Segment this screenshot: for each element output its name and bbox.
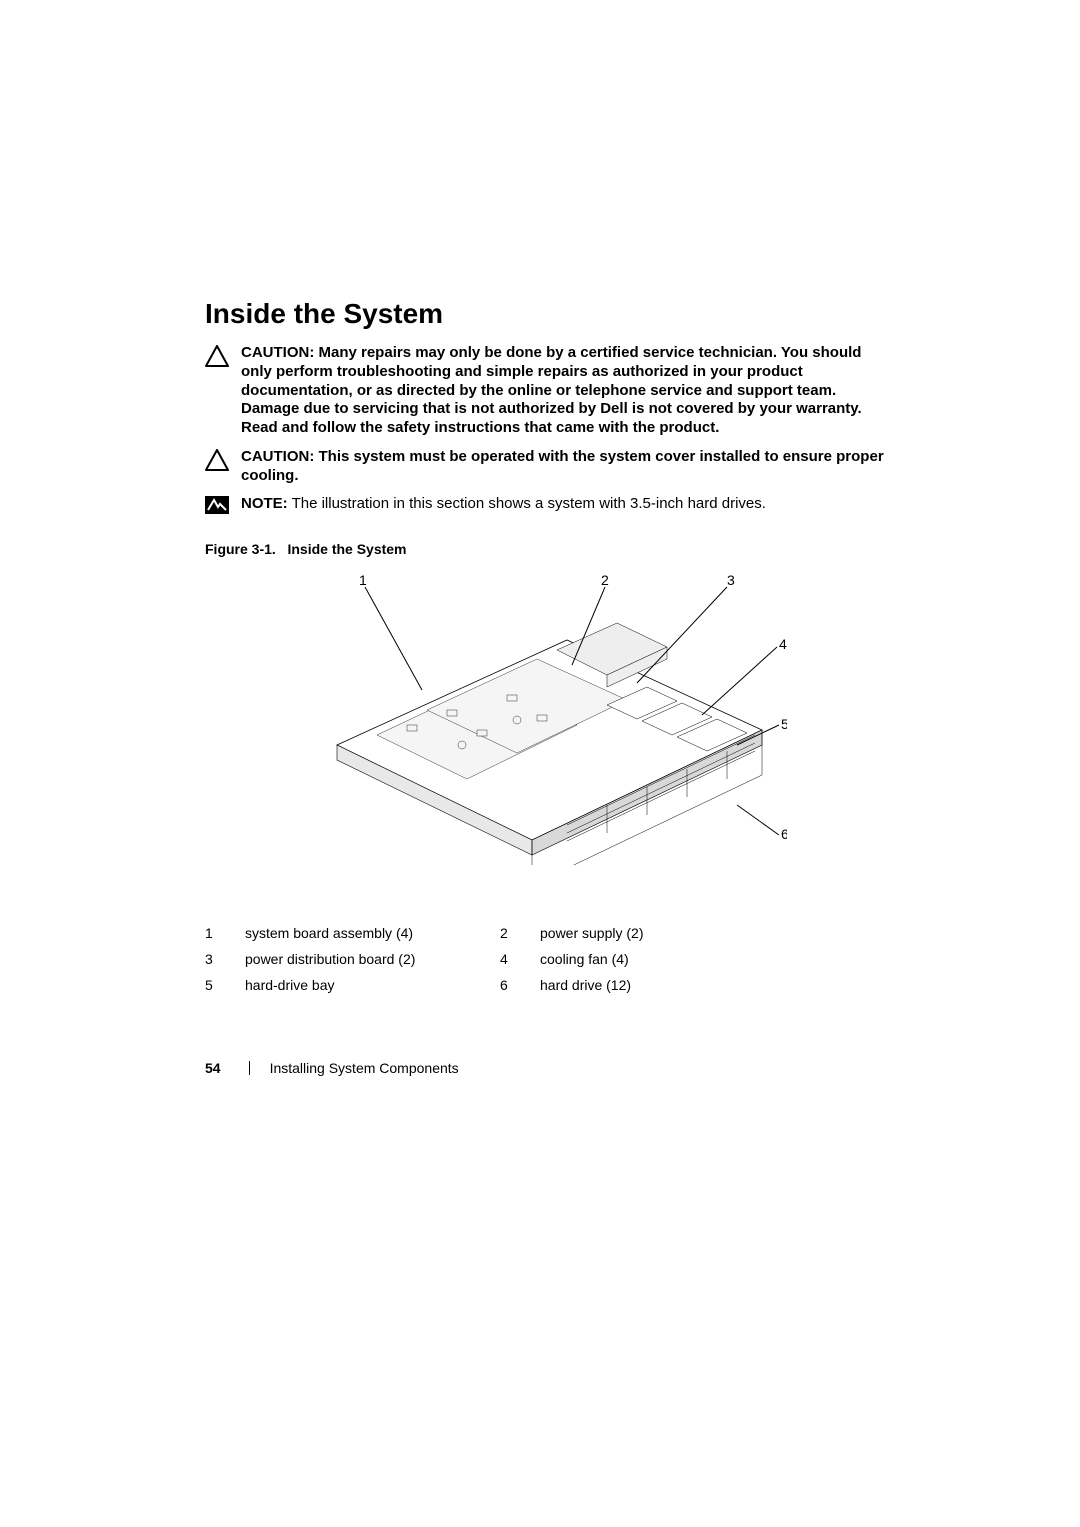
caution-text-1: CAUTION: Many repairs may only be done b… <box>241 344 889 438</box>
caution-lead: CAUTION: <box>241 344 314 361</box>
caution-body: Many repairs may only be done by a certi… <box>241 344 862 436</box>
footer-section-title: Installing System Components <box>270 1060 459 1076</box>
legend-text: hard drive (12) <box>540 973 889 999</box>
legend-row: 5 hard-drive bay 6 hard drive (12) <box>205 973 889 999</box>
figure-caption-title: Inside the System <box>287 541 406 557</box>
figure-caption-label: Figure 3-1. <box>205 541 276 557</box>
caution-lead: CAUTION: <box>241 448 314 465</box>
legend-num: 5 <box>205 973 245 999</box>
caution-body: This system must be operated with the sy… <box>241 448 884 484</box>
legend-num: 2 <box>500 921 540 947</box>
callout-5: 5 <box>781 716 787 732</box>
caution-block-2: CAUTION: This system must be operated wi… <box>205 448 889 486</box>
caution-text-2: CAUTION: This system must be operated wi… <box>241 448 889 486</box>
figure-image: 1 2 3 4 5 6 <box>205 575 889 865</box>
section-heading: Inside the System <box>205 298 889 330</box>
callout-4: 4 <box>779 636 787 652</box>
figure-legend: 1 system board assembly (4) 2 power supp… <box>205 921 889 999</box>
note-block: NOTE: The illustration in this section s… <box>205 495 889 519</box>
note-lead: NOTE: <box>241 495 288 512</box>
callout-2: 2 <box>601 575 609 588</box>
page-footer: 54 Installing System Components <box>205 1060 459 1076</box>
legend-num: 6 <box>500 973 540 999</box>
legend-text: power supply (2) <box>540 921 889 947</box>
footer-divider <box>249 1061 250 1075</box>
callout-6: 6 <box>781 826 787 842</box>
system-diagram: 1 2 3 4 5 6 <box>307 575 787 865</box>
legend-text: cooling fan (4) <box>540 947 889 973</box>
legend-text: power distribution board (2) <box>245 947 500 973</box>
note-icon <box>205 496 229 519</box>
caution-icon <box>205 449 229 476</box>
footer-page-number: 54 <box>205 1060 221 1076</box>
figure-caption: Figure 3-1. Inside the System <box>205 541 889 557</box>
note-body: The illustration in this section shows a… <box>288 495 766 512</box>
legend-num: 3 <box>205 947 245 973</box>
legend-row: 1 system board assembly (4) 2 power supp… <box>205 921 889 947</box>
legend-num: 4 <box>500 947 540 973</box>
callout-3: 3 <box>727 575 735 588</box>
callout-1: 1 <box>359 575 367 588</box>
legend-row: 3 power distribution board (2) 4 cooling… <box>205 947 889 973</box>
legend-num: 1 <box>205 921 245 947</box>
note-text: NOTE: The illustration in this section s… <box>241 495 766 514</box>
caution-icon <box>205 345 229 372</box>
legend-text: hard-drive bay <box>245 973 500 999</box>
legend-text: system board assembly (4) <box>245 921 500 947</box>
caution-block-1: CAUTION: Many repairs may only be done b… <box>205 344 889 438</box>
